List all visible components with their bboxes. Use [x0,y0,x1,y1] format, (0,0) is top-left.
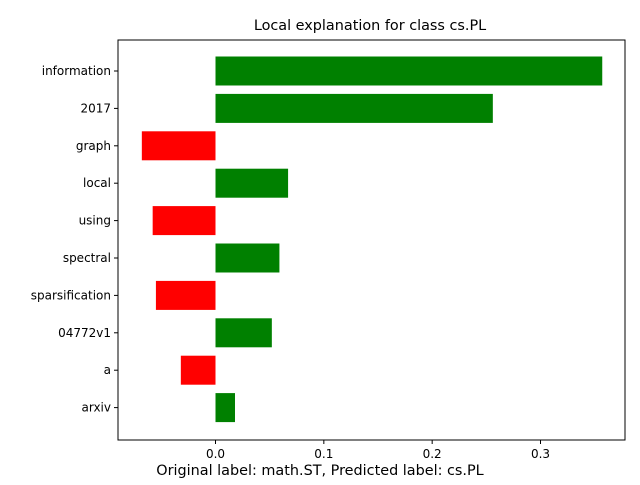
bar-2017 [215,93,493,123]
bar-group [141,56,603,423]
bar-graph [141,131,216,161]
x-tick-label: 0.2 [423,447,442,461]
chart-title: Local explanation for class cs.PL [254,18,486,34]
bar-local [215,168,289,198]
x-ticks: 0.0 0.1 0.2 0.3 [206,440,550,461]
y-tick-label: 2017 [80,101,111,115]
bar-arxiv [215,393,235,423]
y-tick-label: sparsification [31,288,111,302]
y-tick-label: local [83,176,111,190]
x-tick-label: 0.3 [531,447,550,461]
bar-sparsification [155,280,216,310]
bar-using [152,206,216,236]
axes-frame [117,39,626,441]
prediction-caption: Original label: math.ST, Predicted label… [156,463,483,479]
y-tick-label: a [104,363,111,377]
y-tick-label: information [42,64,111,78]
y-tick-label: spectral [63,251,111,265]
y-tick-label: arxiv [81,401,111,415]
bar-spectral [215,243,280,273]
x-tick-label: 0.1 [314,447,333,461]
x-tick-label: 0.0 [206,447,225,461]
bar-04772v1 [215,318,272,348]
bar-information [215,56,603,86]
y-tick-label: using [79,214,111,228]
bar-a [180,355,216,385]
y-tick-labels: information 2017 graph local using spectral sp… [31,64,118,415]
y-tick-label: 04772v1 [58,326,111,340]
y-tick-label: graph [76,139,111,153]
